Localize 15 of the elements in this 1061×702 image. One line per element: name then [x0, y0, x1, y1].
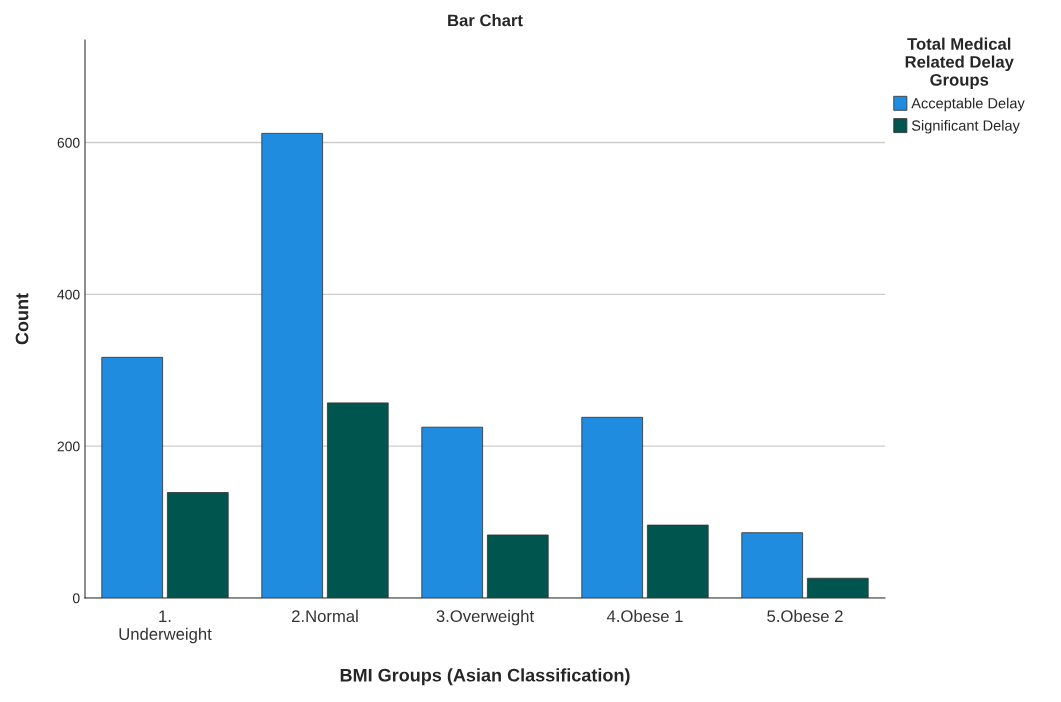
x-axis-title: BMI Groups (Asian Classification): [340, 668, 630, 686]
x-tick-label: 2.Normal: [292, 609, 358, 623]
legend-label: Significant Delay: [911, 119, 1020, 134]
x-tick-label: 3.Overweight: [436, 609, 534, 626]
y-axis-title: Count: [15, 293, 29, 345]
chart-title: Bar Chart: [448, 14, 523, 27]
x-tick-label: 4.Obese 1: [606, 609, 683, 623]
x-tick-label: 5.Obese 2: [767, 609, 843, 623]
y-tick-label: 200: [57, 441, 80, 452]
y-tick-label: 600: [57, 137, 80, 148]
x-tick-label: 1. Underweight: [119, 610, 212, 644]
legend-title: Total Medical Related Delay Groups: [905, 37, 1014, 90]
y-tick-label: 0: [72, 593, 80, 604]
y-tick-label: 400: [57, 289, 80, 300]
legend-label: Acceptable Delay: [911, 97, 1025, 112]
